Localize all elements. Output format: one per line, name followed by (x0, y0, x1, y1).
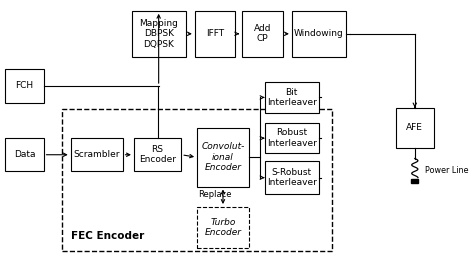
FancyBboxPatch shape (396, 108, 434, 148)
FancyBboxPatch shape (71, 138, 123, 171)
Text: Turbo
Encoder: Turbo Encoder (204, 218, 241, 237)
Text: Mapping
DBPSK
DQPSK: Mapping DBPSK DQPSK (139, 19, 178, 49)
FancyBboxPatch shape (132, 11, 186, 57)
Text: S-Robust
Interleaver: S-Robust Interleaver (267, 168, 317, 187)
FancyBboxPatch shape (242, 11, 283, 57)
Bar (411, 179, 419, 183)
FancyBboxPatch shape (264, 82, 319, 113)
Text: Robust
Interleaver: Robust Interleaver (267, 129, 317, 148)
FancyBboxPatch shape (5, 69, 44, 103)
Text: RS
Encoder: RS Encoder (139, 145, 176, 164)
Text: FCH: FCH (15, 81, 34, 90)
FancyBboxPatch shape (264, 123, 319, 153)
Text: Scrambler: Scrambler (73, 150, 120, 159)
Text: Power Line: Power Line (425, 166, 468, 175)
FancyBboxPatch shape (197, 128, 249, 187)
Text: IFFT: IFFT (206, 29, 224, 38)
FancyBboxPatch shape (134, 138, 181, 171)
Text: Convolut-
ional
Encoder: Convolut- ional Encoder (201, 142, 245, 172)
FancyBboxPatch shape (292, 11, 346, 57)
Text: Windowing: Windowing (294, 29, 344, 38)
FancyBboxPatch shape (5, 138, 44, 171)
Text: Add
CP: Add CP (254, 24, 271, 44)
Text: AFE: AFE (406, 123, 423, 133)
Text: Bit
Interleaver: Bit Interleaver (267, 88, 317, 107)
FancyBboxPatch shape (264, 161, 319, 194)
Text: Replace: Replace (198, 190, 232, 199)
FancyBboxPatch shape (197, 207, 249, 248)
FancyBboxPatch shape (195, 11, 236, 57)
Text: Data: Data (14, 150, 35, 159)
Text: FEC Encoder: FEC Encoder (71, 231, 144, 241)
